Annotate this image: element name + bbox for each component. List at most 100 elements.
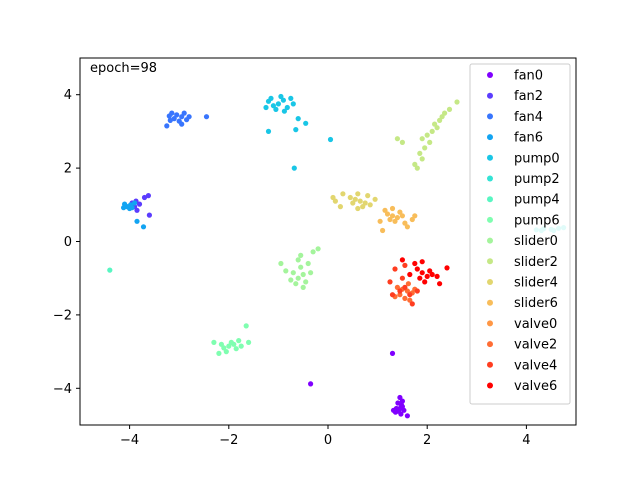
point-slider4 (352, 196, 358, 202)
x-tick-label: 0 (324, 433, 332, 448)
point-pump0 (303, 120, 309, 126)
point-slider2 (422, 145, 428, 151)
point-fan0 (308, 381, 314, 387)
y-tick-label: 4 (64, 88, 72, 103)
legend-marker (487, 196, 493, 203)
point-slider4 (337, 204, 343, 210)
y-tick-label: 2 (64, 162, 72, 177)
point-valve6 (417, 275, 423, 281)
point-pump0 (270, 103, 276, 109)
point-pump4 (107, 267, 113, 273)
point-pump0 (295, 116, 301, 122)
legend-entry: pump4 (487, 193, 560, 208)
point-pump0 (327, 136, 334, 143)
y-axis-ticks: −4 −2 0 2 4 (53, 88, 80, 397)
point-valve6 (437, 281, 443, 287)
point-valve6 (434, 273, 440, 279)
point-pump0 (265, 128, 272, 134)
point-valve6 (407, 271, 413, 278)
legend-label: pump4 (514, 193, 560, 208)
point-slider0 (283, 268, 289, 274)
legend-entry: fan2 (487, 89, 543, 104)
point-fan4 (164, 123, 170, 129)
point-pump6 (233, 346, 239, 352)
point-pump0 (275, 101, 281, 107)
point-valve2 (405, 281, 411, 287)
point-fan0 (401, 407, 407, 413)
point-slider0 (295, 275, 301, 281)
point-slider6 (392, 218, 398, 224)
x-tick-label: 4 (522, 433, 530, 448)
y-tick-label: −4 (53, 382, 72, 397)
legend-marker (487, 237, 493, 244)
point-slider6 (404, 224, 410, 230)
point-slider4 (350, 200, 356, 206)
point-slider6 (409, 216, 415, 223)
point-slider6 (394, 215, 400, 221)
point-valve4 (402, 284, 408, 290)
point-slider6 (387, 216, 393, 223)
legend-label: valve4 (514, 358, 557, 373)
point-slider2 (439, 114, 445, 120)
point-slider2 (429, 128, 435, 134)
point-valve4 (407, 292, 413, 298)
point-fan4 (179, 121, 185, 127)
legend-label: slider2 (514, 255, 558, 270)
legend-entry: valve6 (487, 379, 557, 394)
point-pump6 (236, 338, 242, 344)
legend-marker (487, 154, 493, 161)
legend-entry: pump0 (487, 151, 560, 166)
y-tick-label: −2 (53, 308, 72, 323)
point-slider6 (377, 218, 383, 224)
legend-label: pump0 (514, 151, 560, 166)
point-fan2 (141, 194, 148, 201)
point-slider4 (347, 194, 353, 201)
point-fan0 (389, 350, 396, 356)
legend-entry: fan0 (487, 69, 543, 84)
legend-marker (487, 92, 493, 99)
point-fan4 (174, 112, 180, 118)
legend-entry: slider2 (487, 255, 558, 270)
legend-label: fan0 (514, 69, 543, 84)
point-slider0 (315, 246, 321, 252)
point-fan0 (395, 400, 401, 406)
point-pump0 (290, 101, 296, 107)
point-slider2 (446, 106, 453, 112)
legend-label: fan2 (514, 89, 543, 104)
point-slider2 (412, 161, 418, 167)
point-fan0 (397, 394, 403, 401)
point-fan6 (121, 205, 127, 211)
point-valve6 (414, 266, 420, 272)
legend-marker (487, 216, 493, 223)
point-valve4 (402, 262, 408, 268)
point-valve4 (397, 288, 403, 294)
point-valve6 (419, 270, 425, 276)
point-slider2 (417, 150, 423, 156)
point-pump6 (238, 343, 244, 349)
point-fan0 (398, 411, 404, 417)
legend-label: pump6 (514, 213, 560, 228)
legend: fan0 fan2 fan4 fan6 pump0 pump2 pump4 pump6 slid… (469, 63, 571, 405)
point-slider6 (412, 213, 418, 219)
point-pump6 (246, 339, 252, 345)
point-pump0 (288, 95, 294, 101)
legend-marker (487, 341, 493, 348)
point-valve6 (429, 271, 435, 278)
legend-marker (487, 113, 493, 120)
legend-marker (487, 361, 493, 368)
legend-marker (487, 134, 493, 141)
point-slider4 (340, 191, 346, 197)
legend-box (469, 63, 571, 405)
point-fan4 (186, 114, 192, 120)
point-slider0 (298, 264, 304, 270)
point-valve4 (389, 292, 396, 298)
point-slider0 (298, 252, 304, 258)
x-tick-label: −2 (219, 433, 238, 448)
point-slider6 (389, 213, 396, 219)
legend-label: slider6 (514, 296, 558, 311)
legend-marker (487, 299, 493, 306)
point-slider4 (330, 194, 336, 201)
point-slider2 (454, 99, 460, 105)
legend-marker (487, 175, 493, 182)
point-valve6 (419, 259, 425, 265)
